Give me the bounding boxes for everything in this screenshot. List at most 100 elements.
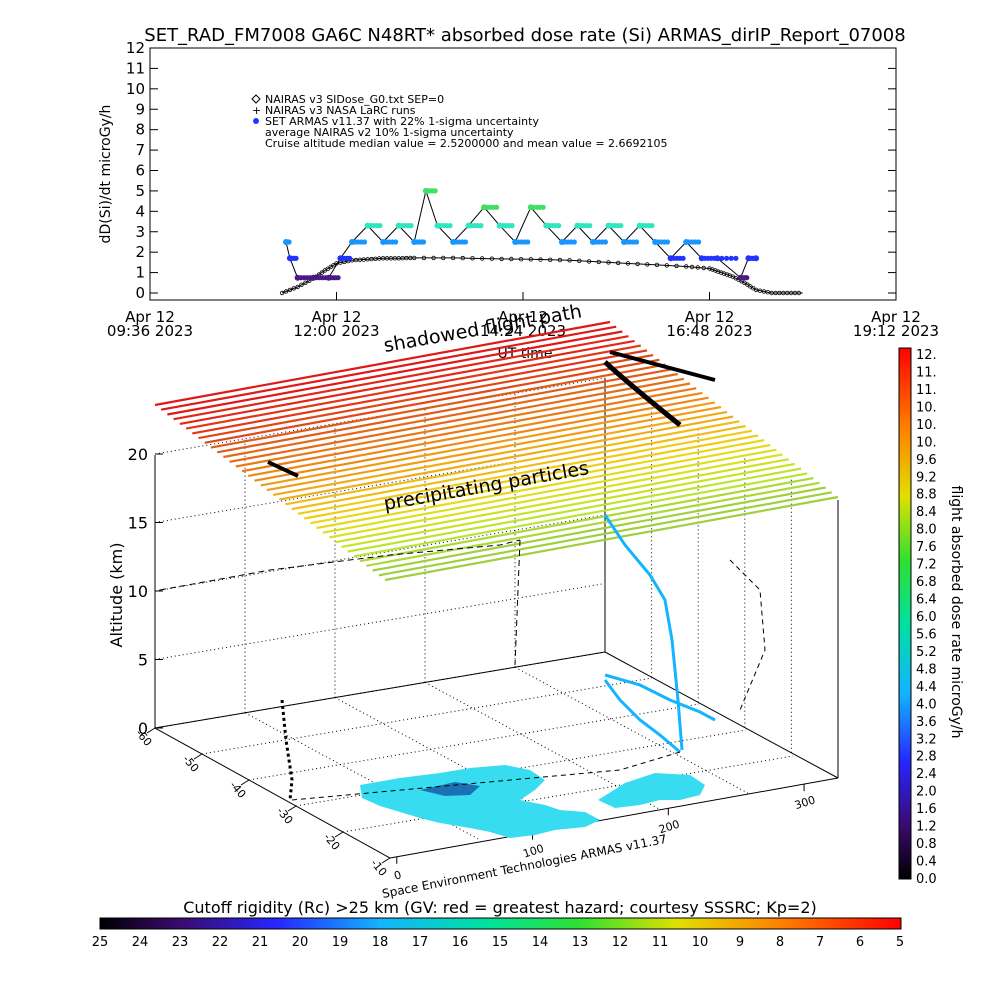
armas-point (680, 255, 686, 261)
model-point (757, 288, 763, 293)
z-grid-line (154, 514, 606, 592)
armas-point (447, 223, 453, 229)
cutoff-colorbar-tick-label: 11 (652, 935, 669, 950)
map-landmass-1 (360, 765, 600, 838)
cutoff-colorbar-tick-label: 9 (736, 935, 744, 950)
precip-stripe (297, 429, 752, 515)
dose-colorbar-tick-label: 2.8 (916, 750, 937, 765)
series-armas-measured (283, 187, 760, 281)
model-point (295, 284, 300, 290)
model-point (586, 259, 592, 264)
precip-stripe (359, 477, 814, 563)
model-point (567, 258, 572, 263)
ground-track-west (603, 679, 681, 754)
top-x-tick-label: 19:12 2023 (853, 322, 939, 340)
precip-stripe (154, 320, 611, 407)
dose-colorbar-tick-label: 11. (916, 383, 937, 398)
longitude-axis: -60-50-40-30-20-10 (133, 727, 391, 879)
lon-tick (146, 727, 156, 734)
dose-colorbar-tick-label: 4.8 (916, 662, 937, 677)
top-plot-frame (149, 47, 897, 301)
precip-stripe (384, 495, 839, 582)
top-y-tick-label: 8 (135, 121, 145, 139)
cutoff-colorbar-tick-label: 22 (212, 935, 229, 950)
ground-track-projection (291, 751, 681, 801)
legend-entry-4: average NAIRAS v2 10% 1-sigma uncertaint… (265, 126, 514, 139)
shadowed-track-3 (267, 460, 299, 478)
model-point (303, 280, 308, 285)
dose-colorbar-tick-label: 5.6 (916, 627, 937, 642)
precip-stripe (291, 425, 746, 511)
model-point (509, 256, 514, 262)
armas-point (744, 275, 750, 281)
model-point (674, 263, 679, 269)
shadowed-track-2 (609, 350, 716, 382)
model-point (283, 289, 289, 294)
dose-colorbar-ticks: 12. 11. 11. 10. 10. 10. 9.6 9.2 8.8 8.4 8.0 7.6 7.2 6… (916, 348, 937, 887)
top-y-tick-label: 5 (135, 182, 145, 200)
model-point (695, 265, 700, 270)
model-point (421, 255, 427, 261)
precip-stripe (347, 467, 802, 553)
armas-point (286, 239, 292, 245)
cutoff-colorbar-label: Cutoff rigidity (Rc) >25 km (GV: red = g… (183, 898, 817, 917)
model-point (596, 259, 601, 265)
model-point (518, 257, 524, 262)
precip-stripe (378, 491, 832, 577)
precip-stripe (241, 387, 697, 473)
cutoff-colorbar-tick-label: 12 (612, 935, 629, 950)
cutoff-colorbar-tick-label: 15 (492, 935, 509, 950)
model-point (761, 289, 767, 294)
precip-stripe (173, 335, 629, 421)
ground-track-east (604, 673, 716, 722)
dose-colorbar-tick-label: 8.4 (916, 505, 937, 520)
model-point (645, 262, 650, 267)
precip-stripe (254, 396, 709, 482)
dose-colorbar-tick-label: 5.2 (916, 645, 937, 660)
armas-point (719, 255, 725, 261)
altitude-profile (159, 539, 521, 591)
dose-colorbar-tick-label: 10. (916, 418, 937, 433)
model-point (765, 290, 770, 295)
model-point (625, 261, 631, 266)
legend-marker-plus: + (252, 104, 261, 117)
precip-stripe (316, 443, 771, 530)
armas-point (571, 239, 577, 245)
armas-point (633, 239, 640, 245)
dose-colorbar-tick-label: 3.6 (916, 715, 937, 730)
legend-entry-5: Cruise altitude median value = 2.5200000… (265, 137, 668, 150)
latitude-axis: 0 100 200 300 (392, 784, 817, 883)
z-tick-label: 0 (138, 719, 148, 738)
cutoff-colorbar-tick-label: 25 (92, 935, 109, 950)
top-y-tick-label: 1 (135, 264, 145, 282)
dose-colorbar-tick-label: 4.0 (916, 697, 937, 712)
dose-colorbar: 12. 11. 11. 10. 10. 10. 9.6 9.2 8.8 8.4 8.0 7.6 7.2 6… (898, 347, 964, 887)
top-y-tick-label: 4 (135, 202, 145, 220)
dose-colorbar-tick-label: 12. (916, 348, 937, 363)
model-point (480, 256, 485, 261)
model-point (701, 265, 706, 271)
top-y-tick-label: 3 (135, 223, 145, 241)
precip-stripe (335, 458, 789, 544)
legend-marker-dot (253, 118, 259, 124)
model-point (684, 264, 689, 269)
dose-colorbar-tick-label: 9.6 (916, 453, 937, 468)
map-landmass-2 (598, 773, 705, 808)
armas-series-line (285, 189, 757, 279)
top-x-tick-label: Apr 12 (125, 308, 175, 326)
precipitation-stripes (154, 320, 839, 582)
top-x-tick-label: Apr 12 (871, 308, 921, 326)
armas-point (293, 255, 299, 261)
top-y-tick-label: 2 (135, 243, 145, 261)
cutoff-colorbar: Cutoff rigidity (Rc) >25 km (GV: red = g… (92, 898, 904, 950)
shadowed-track-1 (603, 360, 682, 427)
precip-stripe (192, 349, 648, 435)
model-point (489, 256, 495, 261)
top-y-tick-label: 7 (135, 141, 145, 159)
armas-point (649, 223, 655, 229)
top-x-tick-label: 14:24 2023 (480, 322, 566, 340)
top-x-tick-label: Apr 12 (685, 308, 735, 326)
dose-colorbar-tick-label: 10. (916, 435, 937, 450)
